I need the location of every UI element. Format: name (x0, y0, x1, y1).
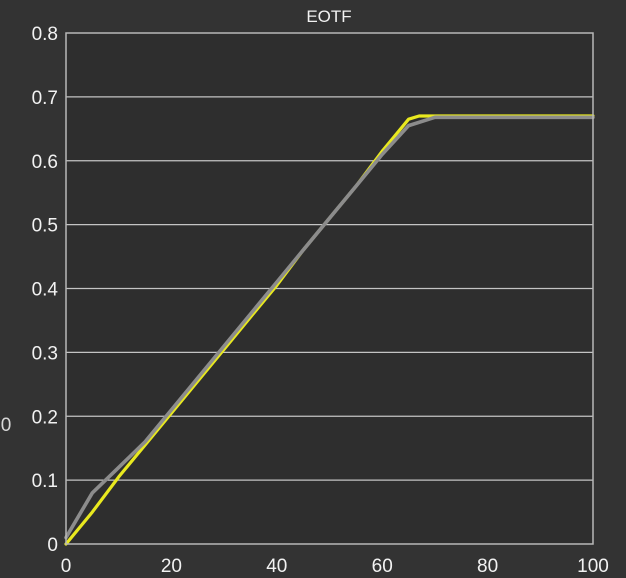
y-tick-label: 0.7 (32, 88, 58, 109)
series-lines (64, 114, 595, 546)
x-tick-label: 40 (266, 556, 287, 577)
chart-title: EOTF (306, 7, 351, 26)
x-tick-label: 80 (477, 556, 498, 577)
x-tick-label: 60 (372, 556, 393, 577)
y-tick-label: 0 (47, 535, 58, 556)
y-tick-label: 0.6 (32, 152, 58, 173)
x-tick-label: 0 (61, 556, 72, 577)
x-tick-labels: 0 20 40 60 80 100 (61, 556, 609, 577)
y-tick-label: 0.1 (32, 471, 58, 492)
y-tick-label: 0.4 (32, 280, 59, 301)
y-tick-label: 0.5 (32, 216, 58, 237)
x-tick-label: 20 (161, 556, 182, 577)
grid-lines (66, 96, 593, 481)
y-tick-label: 0.8 (32, 24, 58, 45)
series-line-1 (64, 115, 595, 540)
y-tick-labels: 0 0.1 0.2 0.3 0.4 0.5 0.6 0.7 0.8 (32, 24, 59, 556)
y-tick-label: 0.3 (32, 343, 58, 364)
plot-frame (65, 32, 594, 545)
left-edge-label: 0 (1, 415, 12, 436)
x-tick-label: 100 (577, 556, 609, 577)
y-tick-label: 0.2 (32, 407, 58, 428)
